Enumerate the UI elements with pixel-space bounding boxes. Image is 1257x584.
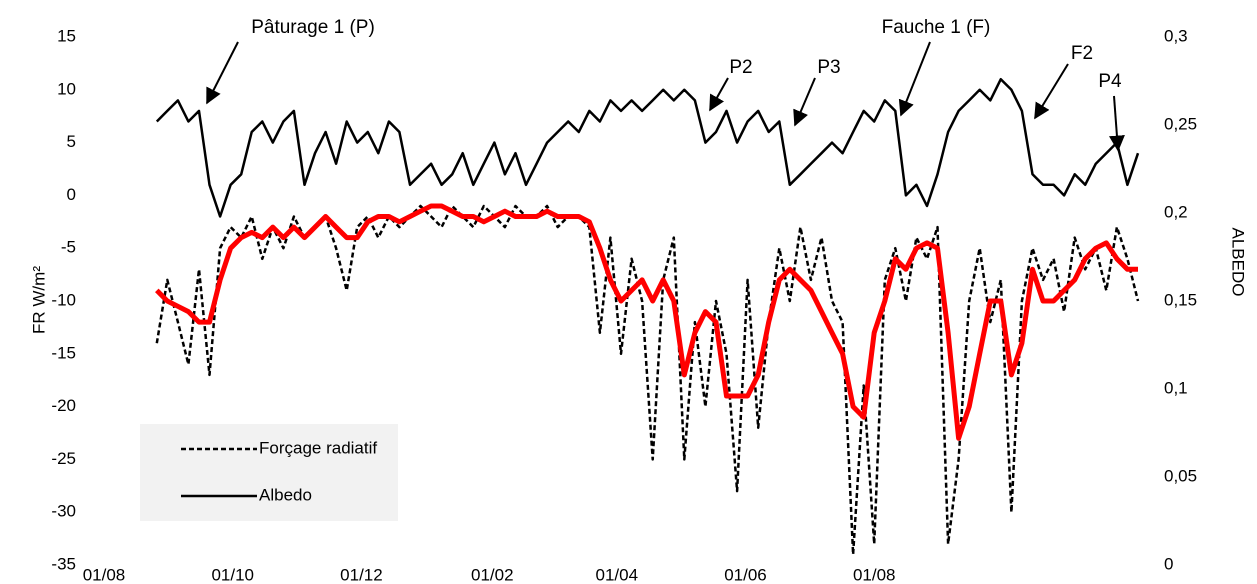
y2-tick-label: 0 [1164, 554, 1173, 573]
annotation: Pâturage 1 (P) [251, 17, 375, 38]
y-tick-label: -30 [51, 502, 76, 521]
annotation: P2 [729, 57, 752, 78]
arrow [1108, 95, 1125, 152]
y-tick-label: -5 [61, 238, 76, 257]
x-tick-label: 01/08 [853, 565, 896, 584]
x-tick-label: 01/06 [724, 565, 767, 584]
legend-label: Albedo [259, 485, 312, 504]
series-line [155, 77, 1140, 218]
arrow [206, 41, 239, 105]
annotation: P3 [817, 57, 840, 78]
annotation: F2 [1071, 43, 1093, 64]
x-tick-label: 01/12 [340, 565, 383, 584]
legend-label: Forçage radiatif [259, 438, 377, 457]
y2-axis-label: ALBEDO [1229, 228, 1248, 297]
arrow [898, 41, 931, 117]
arrow [709, 77, 729, 112]
y-axis-label: FR W/m² [29, 266, 48, 334]
series-line [155, 203, 1138, 441]
y2-tick-label: 0,05 [1164, 466, 1197, 485]
y2-tick-label: 0,3 [1164, 26, 1188, 45]
x-tick-label: 01/10 [211, 565, 254, 584]
y-tick-label: -35 [51, 554, 76, 573]
y2-tick-label: 0,2 [1164, 202, 1188, 221]
y-tick-label: -15 [51, 343, 76, 362]
y2-tick-label: 0,15 [1164, 290, 1197, 309]
x-tick-label: 01/08 [83, 565, 126, 584]
arrow [1034, 63, 1069, 120]
annotation: Fauche 1 (F) [882, 17, 991, 38]
x-tick-label: 01/04 [596, 565, 639, 584]
annotations [206, 41, 1125, 152]
legend-box [140, 424, 398, 521]
y-tick-label: -25 [51, 449, 76, 468]
y-tick-label: 0 [67, 185, 76, 204]
y-tick-label: -10 [51, 290, 76, 309]
arrow [793, 77, 816, 127]
y-tick-label: 5 [67, 132, 76, 151]
y2-tick-label: 0,25 [1164, 114, 1197, 133]
y-tick-label: -20 [51, 396, 76, 415]
y-tick-label: 10 [57, 79, 76, 98]
annotation: P4 [1098, 71, 1122, 92]
y2-tick-label: 0,1 [1164, 378, 1188, 397]
y-tick-label: 15 [57, 26, 76, 45]
x-tick-label: 01/02 [471, 565, 514, 584]
